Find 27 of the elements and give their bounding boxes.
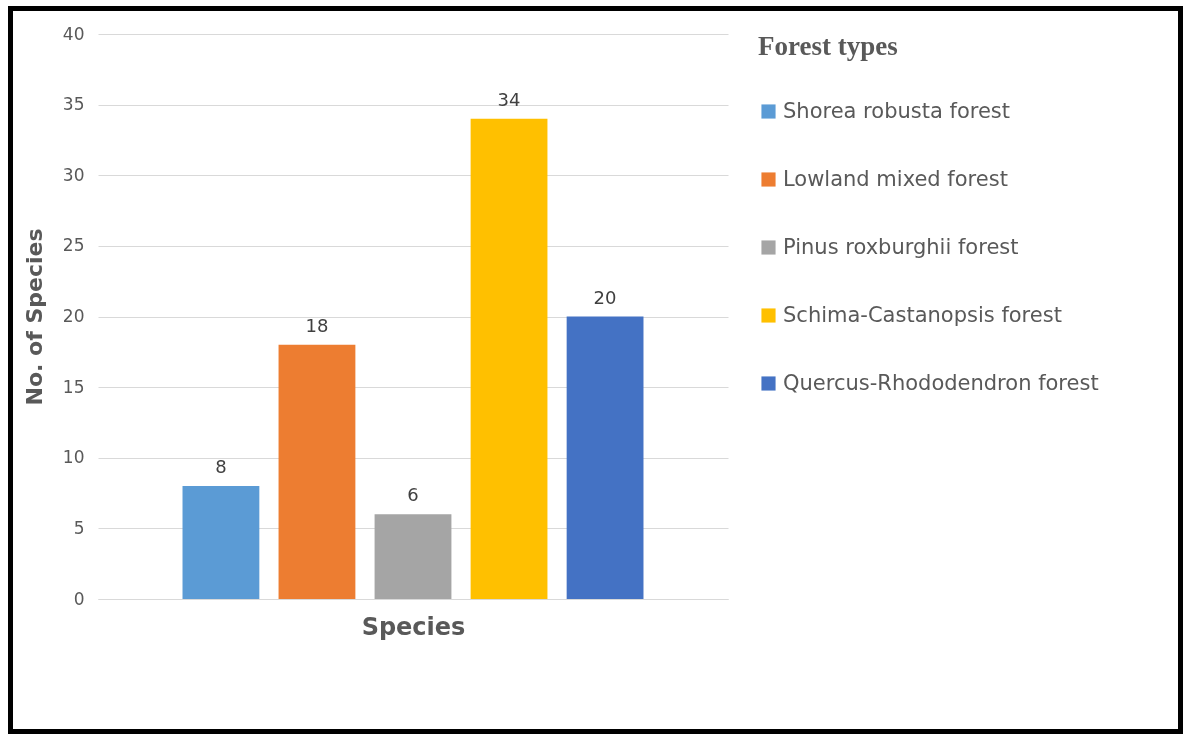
legend-label: Lowland mixed forest [783, 166, 1008, 191]
y-tick-label: 30 [62, 164, 85, 185]
y-tick-label: 10 [62, 447, 85, 468]
legend-label: Schima-Castanopsis forest [783, 302, 1062, 327]
legend-label: Shorea robusta forest [783, 98, 1011, 123]
y-tick-label: 25 [62, 235, 85, 256]
y-tick-label: 35 [62, 94, 85, 115]
y-tick-label: 20 [62, 306, 85, 326]
bar [182, 486, 260, 599]
y-tick-label: 40 [62, 23, 85, 44]
legend-title: Forest types [758, 31, 898, 61]
y-tick-label: 15 [62, 376, 85, 397]
bar [278, 344, 356, 599]
y-tick-label: 0 [73, 588, 85, 609]
legend-label: Quercus-Rhododendron forest [783, 370, 1099, 395]
data-label: 18 [305, 314, 329, 336]
y-tick-label: 5 [73, 517, 85, 538]
bar [374, 514, 452, 599]
data-label: 20 [593, 286, 617, 308]
legend-label: Pinus roxburghii forest [783, 234, 1019, 259]
x-axis-title: Species [361, 612, 466, 641]
y-axis-title: No. of Species [21, 228, 47, 406]
bar [470, 118, 548, 599]
data-label: 8 [215, 456, 227, 477]
data-label: 34 [497, 88, 521, 110]
bar [566, 316, 644, 599]
data-label: 6 [407, 484, 419, 506]
